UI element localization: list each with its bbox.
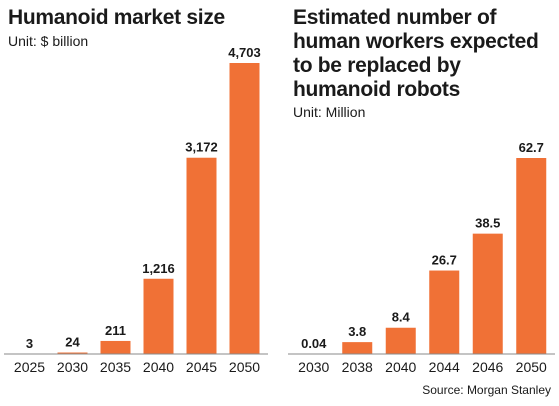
workers-replaced-x-tick-label: 2040: [385, 359, 416, 375]
market-size-x-tick-label: 2035: [100, 359, 131, 375]
market-size-x-tick-label: 2045: [186, 359, 217, 375]
workers-replaced-bar-2038: [342, 342, 373, 354]
workers-replaced-value-label: 0.04: [301, 336, 327, 351]
market-size-x-tick-label: 2040: [143, 359, 174, 375]
market-size-value-label: 3: [26, 336, 33, 351]
chart-right-title: Estimated number of human workers expect…: [293, 6, 539, 101]
workers-replaced-value-label: 3.8: [348, 324, 366, 339]
source-note: Source: Morgan Stanley: [422, 383, 551, 397]
chart-right-unit: Unit: Million: [293, 104, 366, 120]
workers-replaced-x-tick-label: 2044: [429, 359, 460, 375]
workers-replaced-value-label: 26.7: [432, 253, 457, 268]
market-size-bar-2035: [100, 340, 131, 354]
market-size-bar-2045: [186, 157, 217, 354]
workers-replaced-bar-2044: [429, 270, 460, 354]
workers-replaced-bar-2040: [385, 327, 416, 354]
workers-replaced-x-tick-label: 2050: [516, 359, 547, 375]
market-size-bar-2030: [57, 352, 88, 354]
market-size-x-tick-label: 2030: [57, 359, 88, 375]
chart-left-unit: Unit: $ billion: [8, 33, 89, 49]
market-size-bar-2050: [229, 63, 260, 354]
market-size-value-label: 24: [65, 335, 80, 350]
market-size-bar-2040: [143, 278, 174, 354]
market-size-value-label: 4,703: [228, 45, 261, 60]
workers-replaced-value-label: 38.5: [475, 216, 500, 231]
market-size-value-label: 1,216: [142, 261, 175, 276]
workers-replaced-value-label: 8.4: [392, 310, 411, 325]
workers-replaced-bar-2046: [472, 233, 503, 354]
workers-replaced-value-label: 62.7: [519, 140, 544, 155]
workers-replaced-x-tick-label: 2030: [298, 359, 329, 375]
market-size-x-tick-label: 2050: [229, 359, 260, 375]
market-size-value-label: 211: [105, 323, 126, 338]
chart-left-title: Humanoid market size: [8, 6, 225, 29]
workers-replaced-x-tick-label: 2038: [342, 359, 373, 375]
market-size-value-label: 3,172: [185, 140, 218, 155]
market-size-x-tick-label: 2025: [14, 359, 45, 375]
workers-replaced-bar-2050: [516, 158, 547, 354]
workers-replaced-x-tick-label: 2046: [472, 359, 503, 375]
